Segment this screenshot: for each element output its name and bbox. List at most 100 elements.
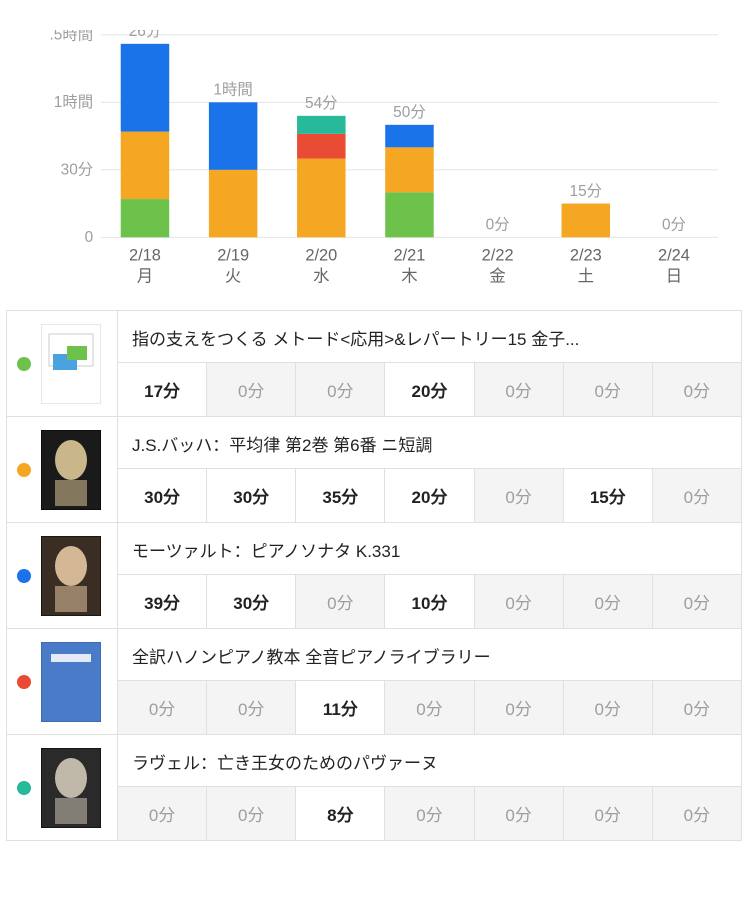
track-right-col: J.S.バッハ：平均律 第2巻 第6番 ニ短調30分30分35分20分0分15分… (117, 417, 741, 522)
bar-segment (121, 132, 169, 200)
bar-segment (297, 116, 345, 134)
x-date-label: 2/20 (305, 246, 337, 264)
x-dow-label: 金 (489, 268, 505, 286)
track-title: モーツァルト：ピアノソナタ K.331 (118, 523, 741, 575)
thumb-cell (7, 311, 117, 416)
time-cell: 0分 (207, 681, 296, 734)
time-cell: 0分 (653, 363, 741, 416)
time-cell: 0分 (653, 787, 741, 840)
time-cell: 30分 (207, 469, 296, 522)
bar-total-label: 50分 (393, 103, 426, 121)
time-cell: 30分 (207, 575, 296, 628)
time-cell: 0分 (475, 787, 564, 840)
track-right-col: モーツァルト：ピアノソナタ K.33139分30分0分10分0分0分0分 (117, 523, 741, 628)
color-dot (17, 781, 31, 795)
times-row: 0分0分11分0分0分0分0分 (118, 681, 741, 734)
x-date-label: 2/24 (658, 246, 690, 264)
color-dot (17, 569, 31, 583)
bar-segment (121, 199, 169, 237)
time-cell: 0分 (564, 575, 653, 628)
time-cell: 17分 (118, 363, 207, 416)
time-cell: 15分 (564, 469, 653, 522)
time-cell: 0分 (475, 681, 564, 734)
bar-segment (562, 204, 610, 238)
x-dow-label: 水 (313, 268, 329, 286)
bar-total-label: 1時間 (213, 81, 252, 99)
chart-svg: 030分1時間1.5時間1時間26分2/18月1時間2/19火54分2/20水5… (50, 30, 740, 300)
time-cell: 0分 (207, 787, 296, 840)
track-title: 全訳ハノンピアノ教本 全音ピアノライブラリー (118, 629, 741, 681)
time-cell: 10分 (385, 575, 474, 628)
track-thumbnail (41, 748, 101, 828)
thumb-cell (7, 735, 117, 840)
x-dow-label: 木 (401, 268, 417, 286)
practice-time-chart: 030分1時間1.5時間1時間26分2/18月1時間2/19火54分2/20水5… (0, 0, 750, 310)
track-row: モーツァルト：ピアノソナタ K.33139分30分0分10分0分0分0分 (7, 523, 741, 629)
bar-total-label: 54分 (305, 94, 338, 112)
track-title: 指の支えをつくる メトード<応用>&レパートリー15 金子... (118, 311, 741, 363)
times-row: 17分0分0分20分0分0分0分 (118, 363, 741, 416)
bar-segment (209, 102, 257, 170)
x-dow-label: 月 (137, 268, 153, 286)
time-cell: 0分 (564, 787, 653, 840)
practice-detail-table: 指の支えをつくる メトード<応用>&レパートリー15 金子...17分0分0分2… (6, 310, 742, 841)
track-title: J.S.バッハ：平均律 第2巻 第6番 ニ短調 (118, 417, 741, 469)
track-thumbnail (41, 642, 101, 722)
track-row: J.S.バッハ：平均律 第2巻 第6番 ニ短調30分30分35分20分0分15分… (7, 417, 741, 523)
track-right-col: ラヴェル：亡き王女のためのパヴァーヌ0分0分8分0分0分0分0分 (117, 735, 741, 840)
x-date-label: 2/22 (482, 246, 514, 264)
time-cell: 0分 (653, 575, 741, 628)
y-tick-label: 0 (85, 229, 94, 246)
time-cell: 30分 (118, 469, 207, 522)
track-row: 指の支えをつくる メトード<応用>&レパートリー15 金子...17分0分0分2… (7, 311, 741, 417)
color-dot (17, 675, 31, 689)
y-tick-label: 1.5時間 (50, 30, 93, 44)
time-cell: 35分 (296, 469, 385, 522)
time-cell: 0分 (296, 363, 385, 416)
x-date-label: 2/18 (129, 246, 161, 264)
time-cell: 0分 (118, 787, 207, 840)
bar-total-label: 15分 (570, 182, 603, 200)
times-row: 39分30分0分10分0分0分0分 (118, 575, 741, 628)
time-cell: 0分 (564, 363, 653, 416)
bar-total-label: 0分 (486, 216, 510, 234)
x-dow-label: 火 (225, 268, 241, 286)
track-row: ラヴェル：亡き王女のためのパヴァーヌ0分0分8分0分0分0分0分 (7, 735, 741, 840)
track-thumbnail (41, 430, 101, 510)
bar-total-label: 0分 (662, 216, 686, 234)
bar-total-label: 26分 (129, 30, 162, 40)
bar-segment (385, 192, 433, 237)
y-tick-label: 30分 (61, 161, 94, 179)
x-dow-label: 日 (666, 268, 682, 286)
time-cell: 0分 (475, 469, 564, 522)
track-thumbnail (41, 324, 101, 404)
track-right-col: 指の支えをつくる メトード<応用>&レパートリー15 金子...17分0分0分2… (117, 311, 741, 416)
track-title: ラヴェル：亡き王女のためのパヴァーヌ (118, 735, 741, 787)
time-cell: 20分 (385, 469, 474, 522)
track-right-col: 全訳ハノンピアノ教本 全音ピアノライブラリー0分0分11分0分0分0分0分 (117, 629, 741, 734)
y-tick-label: 1時間 (54, 93, 93, 111)
x-date-label: 2/19 (217, 246, 249, 264)
time-cell: 39分 (118, 575, 207, 628)
time-cell: 0分 (385, 681, 474, 734)
bar-segment (297, 159, 345, 238)
time-cell: 0分 (118, 681, 207, 734)
time-cell: 0分 (564, 681, 653, 734)
bar-segment (385, 125, 433, 148)
color-dot (17, 357, 31, 371)
time-cell: 20分 (385, 363, 474, 416)
time-cell: 0分 (653, 681, 741, 734)
times-row: 0分0分8分0分0分0分0分 (118, 787, 741, 840)
bar-segment (297, 134, 345, 159)
thumb-cell (7, 523, 117, 628)
thumb-cell (7, 417, 117, 522)
bar-segment (385, 147, 433, 192)
time-cell: 0分 (207, 363, 296, 416)
x-dow-label: 土 (578, 268, 594, 286)
time-cell: 0分 (475, 575, 564, 628)
color-dot (17, 463, 31, 477)
x-date-label: 2/23 (570, 246, 602, 264)
time-cell: 0分 (385, 787, 474, 840)
bar-segment (209, 170, 257, 238)
track-thumbnail (41, 536, 101, 616)
